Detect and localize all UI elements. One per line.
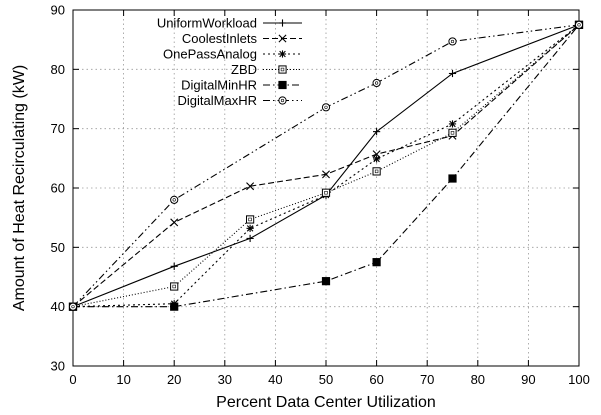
series-line-zbd xyxy=(72,24,580,308)
legend-uniformworkload-marker xyxy=(278,19,287,27)
series-line-onepassanalog xyxy=(72,24,580,308)
point-onepassanalog-marker xyxy=(246,224,254,232)
point-onepassanalog-marker xyxy=(448,120,457,128)
x-tick-label: 50 xyxy=(319,372,333,387)
legend-item-zbd: ZBD xyxy=(231,62,302,77)
x-tick-label: 60 xyxy=(369,372,383,387)
x-tick-label: 20 xyxy=(167,372,181,387)
x-tick-label: 70 xyxy=(420,372,434,387)
legend-label: ZBD xyxy=(231,62,257,77)
point-zbd-marker xyxy=(246,215,255,224)
x-axis-title: Percent Data Center Utilization xyxy=(216,394,436,411)
legend-label: UniformWorkload xyxy=(157,16,257,31)
point-digitalmaxhr-marker xyxy=(574,20,584,29)
point-digitalmaxhr-marker xyxy=(372,78,381,88)
series-digitalmaxhr xyxy=(68,20,584,311)
legend-label: CoolestInlets xyxy=(182,31,258,46)
x-tick-label: 30 xyxy=(218,372,232,387)
x-tick-label: 90 xyxy=(521,372,535,387)
point-uniformworkload-marker xyxy=(246,234,254,243)
y-tick-label: 60 xyxy=(51,181,65,196)
legend-digitalminhr-marker xyxy=(278,80,287,90)
series-group xyxy=(68,20,584,311)
legend-onepassanalog-marker xyxy=(278,50,287,58)
axis-ticks: 0 10 20 30 40 50 60 70 80 90 100 30 40 50 60 70 80 90 xyxy=(51,3,590,388)
point-digitalminhr-marker xyxy=(321,277,331,286)
x-tick-label: 40 xyxy=(268,372,282,387)
point-zbd-marker xyxy=(170,282,179,291)
y-tick-label: 40 xyxy=(51,299,65,314)
point-coolestinlets-marker xyxy=(246,182,255,191)
series-line-coolestinlets xyxy=(72,24,580,308)
x-tick-label: 100 xyxy=(568,372,590,387)
x-tick-label: 0 xyxy=(69,372,76,387)
point-onepassanalog-marker xyxy=(373,155,381,163)
legend-item-uniformworkload: UniformWorkload xyxy=(157,16,302,31)
legend-item-onepassanalog: OnePassAnalog xyxy=(163,47,302,62)
point-uniformworkload-marker xyxy=(373,128,381,136)
legend-digitalmaxhr-marker xyxy=(278,96,287,105)
point-digitalmaxhr-marker xyxy=(321,103,331,112)
point-uniformworkload-marker xyxy=(448,69,457,78)
point-digitalmaxhr-marker xyxy=(448,37,457,46)
x-tick-label: 10 xyxy=(116,372,130,387)
y-tick-label: 90 xyxy=(51,3,65,18)
y-axis-title: Amount of Heat Recirculating (kW) xyxy=(11,65,28,311)
legend-label: DigitalMaxHR xyxy=(178,93,257,108)
point-uniformworkload-marker xyxy=(170,262,178,270)
x-tick-label: 80 xyxy=(471,372,485,387)
grid xyxy=(73,10,579,366)
series-line-digitalminhr xyxy=(73,24,580,308)
point-coolestinlets-marker xyxy=(322,170,330,179)
legend-coolestinlets-marker xyxy=(278,34,287,43)
point-digitalmaxhr-marker xyxy=(170,195,179,204)
y-tick-label: 80 xyxy=(51,62,65,77)
y-tick-label: 50 xyxy=(51,240,65,255)
point-digitalminhr-marker xyxy=(448,174,457,183)
point-zbd-marker xyxy=(321,188,331,197)
legend-item-digitalminhr: DigitalMinHR xyxy=(181,78,302,93)
point-digitalmaxhr-marker xyxy=(68,302,78,311)
point-digitalminhr-marker xyxy=(372,258,381,267)
legend-item-digitalmaxhr: DigitalMaxHR xyxy=(178,93,302,108)
legend-zbd-marker xyxy=(278,65,287,74)
legend-label: DigitalMinHR xyxy=(181,78,257,93)
series-line-uniformworkload xyxy=(72,24,580,308)
point-zbd-marker xyxy=(372,167,381,176)
point-coolestinlets-marker xyxy=(170,218,179,227)
series-line-digitalmaxhr xyxy=(72,24,580,308)
legend-label: OnePassAnalog xyxy=(163,47,257,62)
legend: UniformWorkloadCoolestInletsOnePassAnalo… xyxy=(157,16,302,108)
legend-item-coolestinlets: CoolestInlets xyxy=(182,31,302,46)
y-tick-label: 70 xyxy=(51,121,65,136)
y-tick-label: 30 xyxy=(51,359,65,374)
point-zbd-marker xyxy=(448,128,457,137)
point-digitalminhr-marker xyxy=(170,302,179,311)
